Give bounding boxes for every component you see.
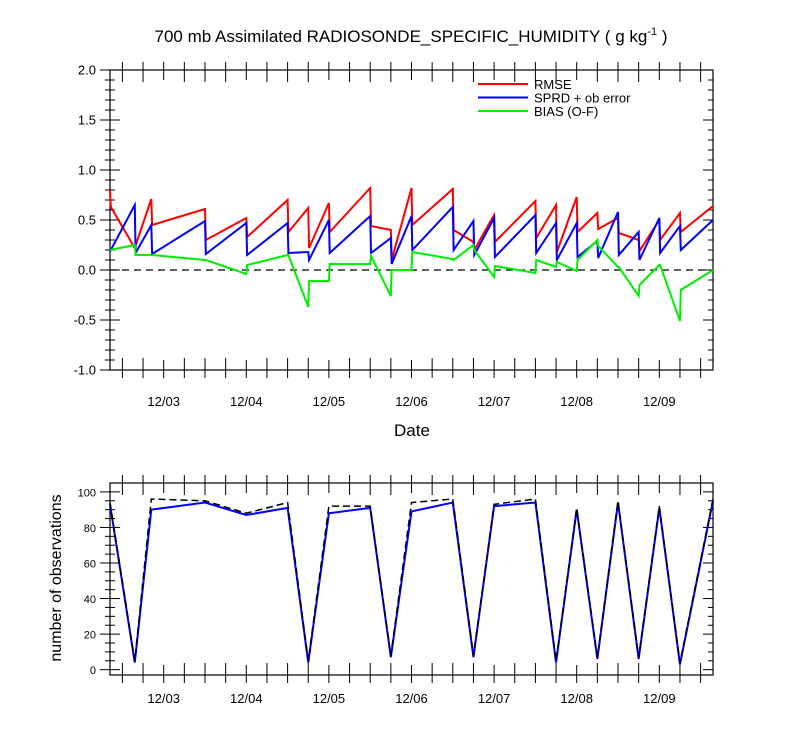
x-tick-label: 12/03 [147,691,180,706]
legend-label: SPRD + ob error [534,91,631,106]
x-tick-label: 12/06 [395,691,428,706]
y-axis-label: number of observations [48,494,65,661]
x-tick-label: 12/05 [313,394,346,409]
y-tick-label: -0.5 [74,313,96,328]
y-tick-label: 100 [78,487,96,499]
bottom-panel: 0 20 40 60 80 100 12/03 12/04 12/05 12/06 12/07 12/… [78,475,714,706]
x-tick-label: 12/09 [643,394,676,409]
y-tick-label: 2.0 [78,63,96,78]
chart-title-end: ) [657,27,667,46]
x-tick-label: 12/04 [230,691,263,706]
series-line-1 [109,498,714,663]
x-tick-label: 12/07 [478,691,511,706]
x-tick-label: 12/04 [230,394,263,409]
y-tick-label: 0.0 [78,263,96,278]
x-tick-label: 12/03 [147,394,180,409]
y-tick-label: 40 [84,594,96,606]
x-tick-label: 12/08 [560,394,593,409]
x-tick-label: 12/06 [395,394,428,409]
chart-title-text: 700 mb Assimilated RADIOSONDE_SPECIFIC_H… [155,27,648,46]
x-tick-label: 12/08 [560,691,593,706]
y-tick-label: 20 [84,630,96,642]
series-line-1 [109,201,714,265]
chart-title: 700 mb Assimilated RADIOSONDE_SPECIFIC_H… [155,26,668,46]
y-tick-label: 80 [84,523,96,535]
y-tick-label: 0 [90,665,96,677]
y-tick-label: 1.5 [78,113,96,128]
series-line-0 [109,500,714,665]
x-tick-label: 12/07 [478,394,511,409]
series-line-2 [109,237,714,322]
legend-label: BIAS (O-F) [534,104,598,119]
legend-label: RMSE [534,77,572,92]
y-tick-label: 60 [84,559,96,571]
y-tick-label: 1.0 [78,163,96,178]
top-panel: -1.0 -0.5 0.0 0.5 1.0 1.5 2.0 12/03 12/04 12/05 12… [74,62,714,409]
x-tick-label: 12/05 [313,691,346,706]
y-tick-label: 0.5 [78,213,96,228]
y-tick-label: -1.0 [74,363,96,378]
x-tick-label: 12/09 [643,691,676,706]
x-axis-label: Date [394,421,430,440]
chart-title-superscript: -1 [647,26,657,38]
